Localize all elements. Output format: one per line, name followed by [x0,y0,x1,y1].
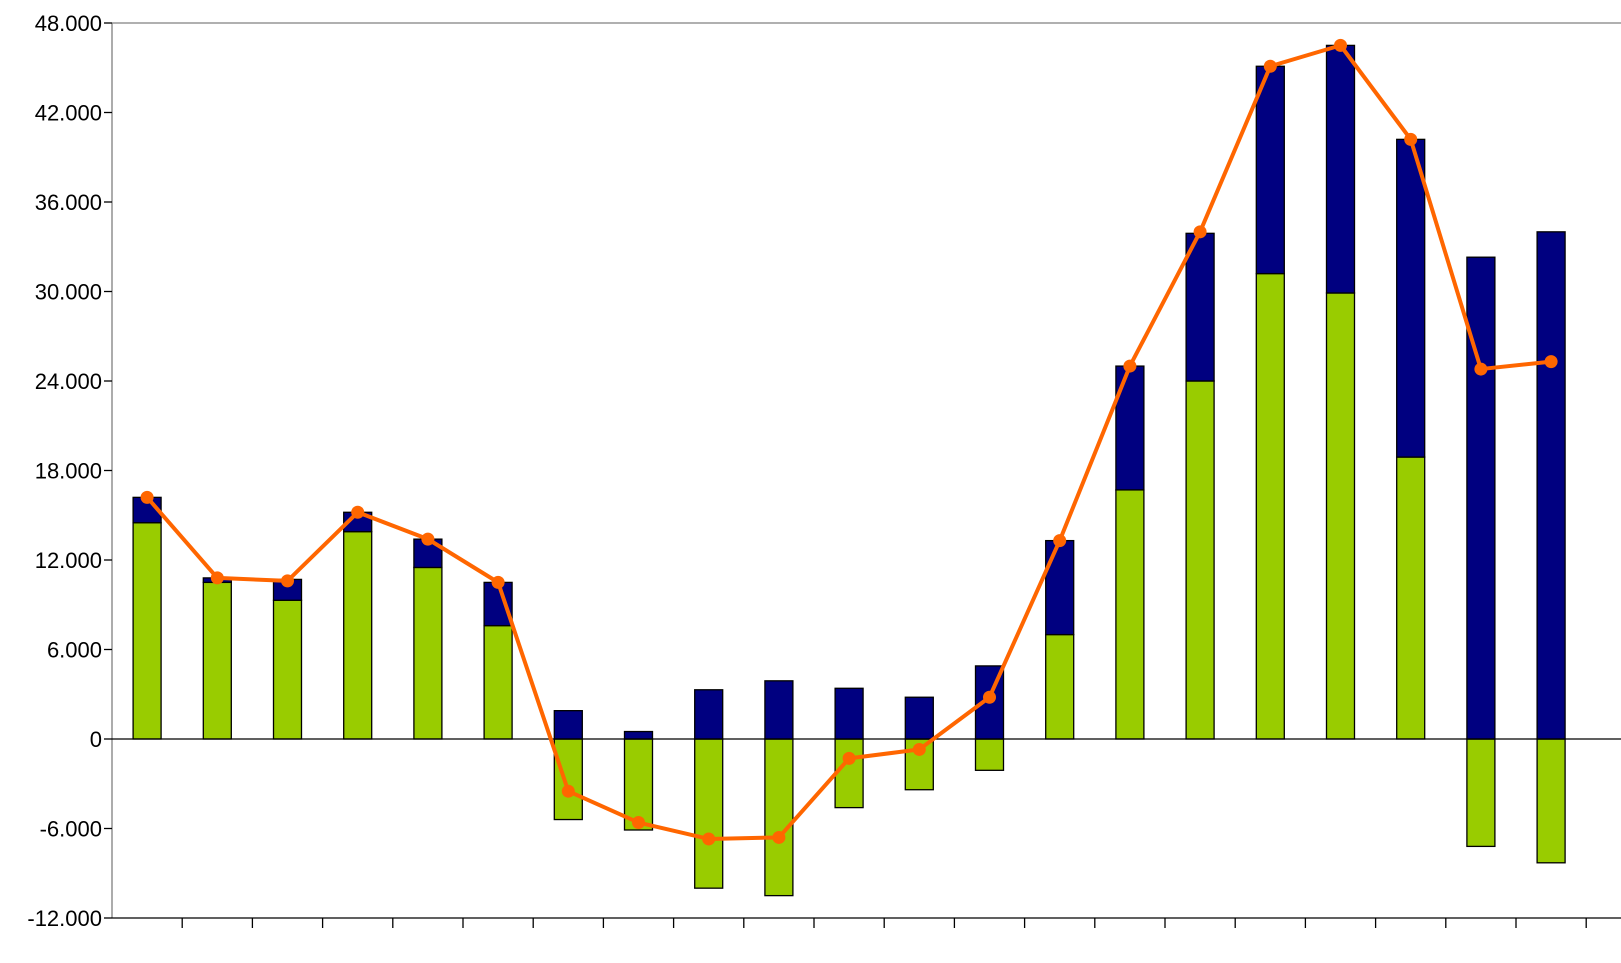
line-layer [140,38,1558,846]
bar-series2-15 [1115,365,1145,491]
y-tick-label: -6.000 [40,817,102,842]
bar-series1-20 [1466,738,1496,848]
y-tick-label: 6.000 [47,638,102,663]
bar-series1-9 [694,738,724,889]
bar-series2-16 [1185,232,1215,382]
line-point-4 [351,505,365,519]
y-tick-labels: 48.000 42.000 36.000 30.000 24.000 18.000 12.0… [27,11,102,931]
axes-layer [104,22,1621,928]
line-point-21 [1544,355,1558,369]
bar-series1-21 [1536,738,1566,864]
line-point-13 [983,690,996,704]
line-point-2 [210,571,224,585]
bar-series2-11 [834,687,864,740]
bar-series2-18 [1325,44,1356,294]
bar-series2-8 [623,730,654,740]
line-point-7 [561,784,575,798]
bar-series1-4 [343,531,373,740]
y-tick-label: -12.000 [27,906,102,931]
y-tick-label: 36.000 [35,190,102,215]
y-tick-label: 0 [90,727,102,752]
bar-series2-14 [1045,539,1075,636]
bar-series2-20 [1466,256,1496,740]
bars-layer [132,44,1566,897]
bar-series1-15 [1115,489,1145,740]
bar-series2-21 [1536,231,1566,740]
bar-series1-11 [834,738,864,809]
bar-series1-3 [272,599,303,740]
line-point-6 [491,575,505,589]
bar-series2-19 [1396,138,1426,458]
line-point-15 [1123,359,1137,373]
line-point-5 [421,532,435,546]
line-point-1 [140,490,154,504]
line-point-14 [1053,534,1067,548]
line-point-9 [702,832,716,846]
bar-series1-5 [413,566,443,740]
bar-series1-13 [974,738,1005,771]
line-point-20 [1474,362,1488,376]
bar-series1-1 [132,522,162,740]
bar-series2-12 [904,696,934,740]
bar-series1-17 [1255,272,1285,740]
line-point-16 [1193,225,1207,239]
line-point-17 [1263,59,1277,73]
line-point-12 [912,742,926,756]
y-tick-label: 18.000 [35,459,102,484]
bar-series2-7 [553,710,583,740]
bar-series1-14 [1045,633,1075,740]
bar-series1-10 [764,738,794,897]
y-tick-label: 48.000 [35,11,102,36]
bar-series2-17 [1255,65,1285,275]
bar-series2-9 [694,689,724,740]
y-tick-label: 30.000 [35,280,102,305]
bar-series1-6 [483,624,513,740]
bar-series1-19 [1396,456,1426,740]
line-point-3 [281,574,294,588]
y-tick-label: 42.000 [35,101,102,126]
line-point-18 [1334,38,1347,52]
line-point-8 [632,816,645,830]
bar-series2-10 [764,680,794,740]
y-tick-label: 12.000 [35,548,102,573]
bar-series1-18 [1325,292,1356,740]
bar-series1-7 [553,738,583,821]
line-point-11 [842,751,856,765]
line-point-10 [772,830,786,844]
y-tick-label: 24.000 [35,369,102,394]
bar-series1-16 [1185,380,1215,740]
bar-series1-2 [202,581,232,740]
line-point-19 [1404,132,1418,146]
